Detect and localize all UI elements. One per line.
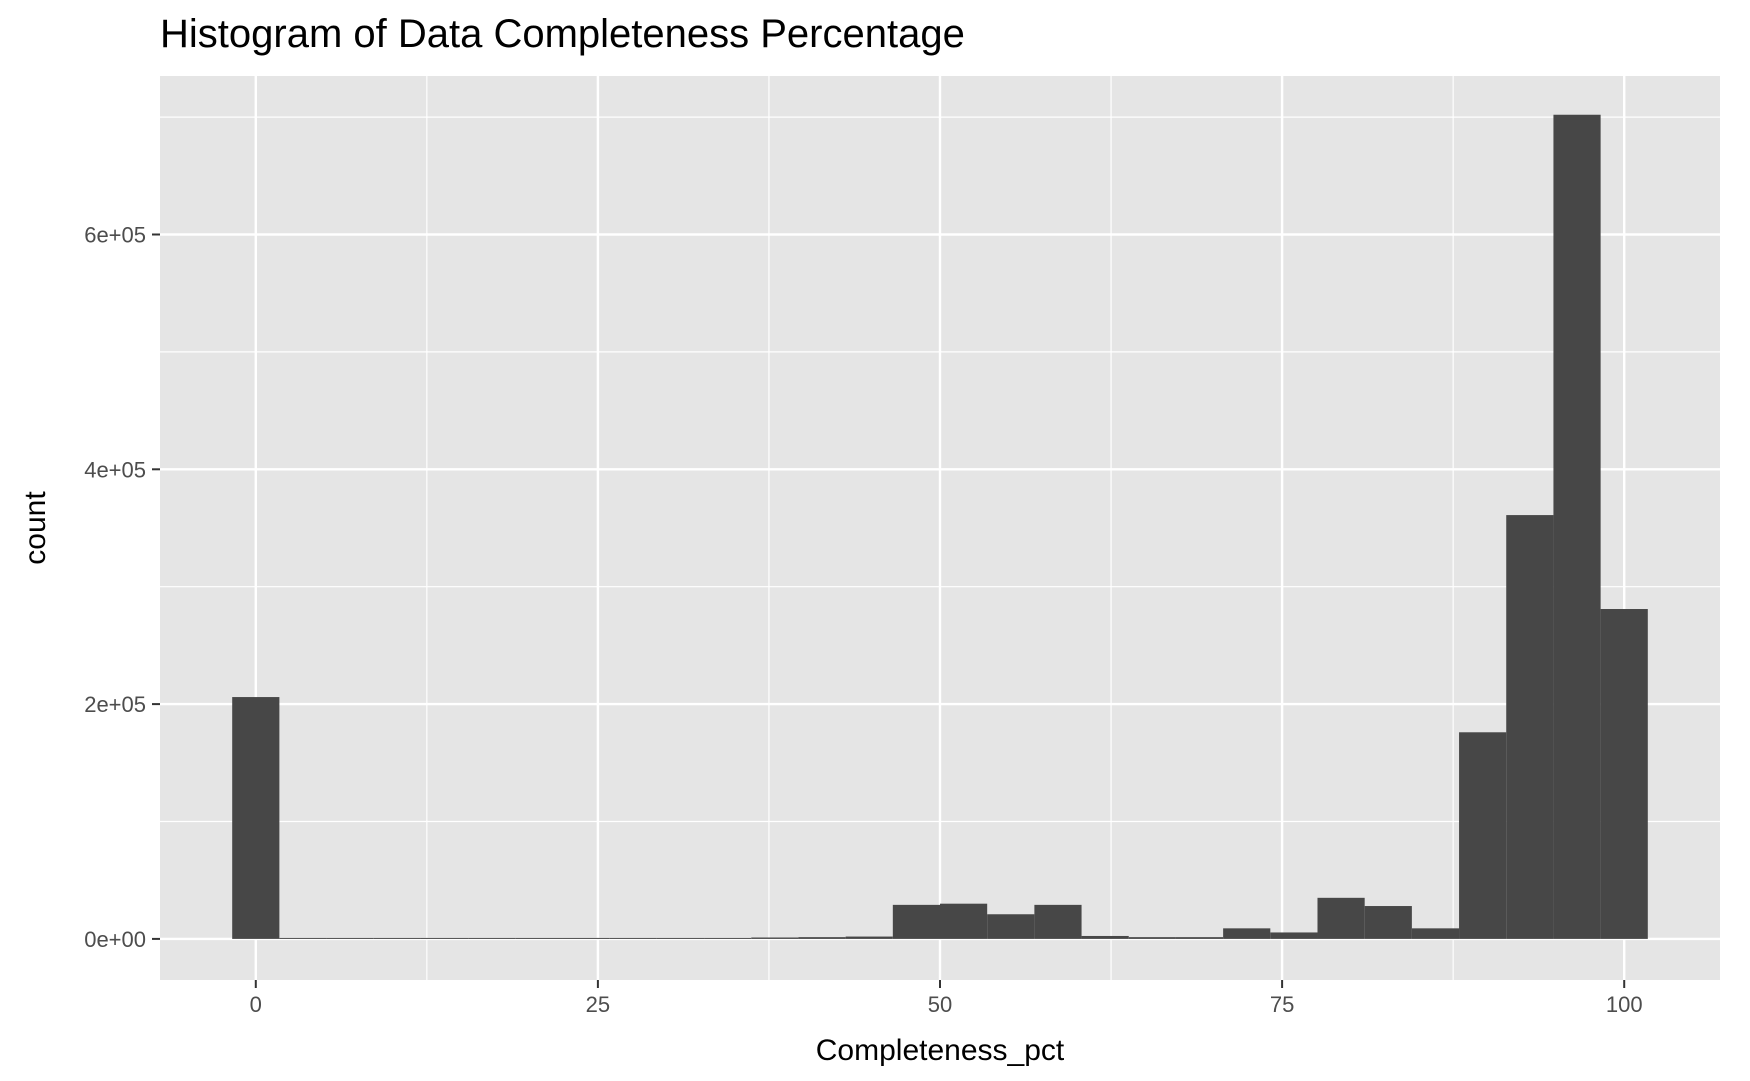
y-tick-label: 0e+00 [84,927,146,952]
histogram-bar [1317,897,1365,939]
histogram-bar [1364,906,1412,939]
x-axis-label: Completeness_pct [816,1034,1065,1067]
histogram-bar [845,936,893,939]
histogram-bar [468,937,516,939]
histogram-bar [1034,904,1082,939]
histogram-bar [1553,114,1601,939]
y-axis-label: count [19,491,52,565]
histogram-bar [1175,937,1224,939]
histogram-bar [1411,928,1460,939]
histogram-bar [1128,937,1176,939]
histogram-bar [751,937,799,939]
histogram-bar [656,937,705,939]
histogram-bar [704,937,752,939]
histogram-bar [420,937,469,939]
y-tick-label: 6e+05 [84,222,146,247]
histogram-bars [232,114,1648,939]
x-tick-label: 0 [250,992,262,1017]
histogram-bar [373,937,421,939]
x-axis-ticks: 0 25 50 75 100 [250,980,1643,1017]
histogram-bar [987,914,1035,939]
y-axis-ticks: 0e+00 2e+05 4e+05 6e+05 [84,222,160,952]
histogram-bar [940,903,988,939]
histogram-bar [515,937,563,939]
histogram-bar [892,904,940,939]
x-tick-label: 75 [1270,992,1294,1017]
histogram-bar [1270,932,1318,939]
histogram-bar [798,937,846,939]
histogram-bar [326,937,374,939]
chart-title: Histogram of Data Completeness Percentag… [160,12,965,56]
histogram-bar [1600,609,1648,939]
histogram-bar [1459,732,1507,939]
histogram-bar [1506,515,1554,939]
x-tick-label: 100 [1606,992,1643,1017]
histogram-bar [1223,928,1271,939]
histogram-bar [562,937,610,939]
y-tick-label: 2e+05 [84,692,146,717]
histogram-bar [1081,935,1129,939]
histogram-bar [279,937,327,939]
x-tick-label: 50 [928,992,952,1017]
y-tick-label: 4e+05 [84,457,146,482]
x-tick-label: 25 [586,992,610,1017]
histogram-bar [609,937,657,939]
histogram-bar [232,697,280,939]
